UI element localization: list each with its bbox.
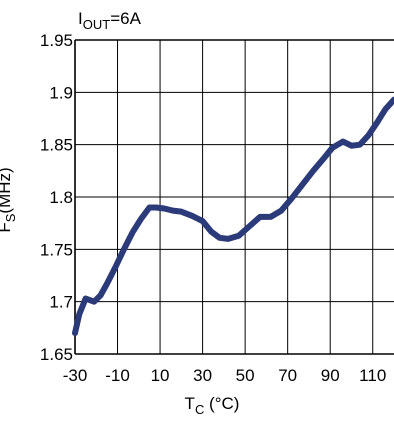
y-tick-label: 1.9 xyxy=(49,83,73,102)
y-axis-title: FS(MHz) xyxy=(0,167,18,232)
annotation-sub: OUT xyxy=(83,17,111,32)
x-tick-label: 30 xyxy=(193,366,212,385)
x-tick-labels: -30 -10 10 30 50 70 90 110 xyxy=(63,366,387,385)
series-line xyxy=(72,96,394,337)
x-tick-label: -10 xyxy=(105,366,130,385)
x-axis-title: TC (°C) xyxy=(185,394,240,417)
x-tick-label: -30 xyxy=(63,366,88,385)
y-axis-main: F xyxy=(0,222,14,232)
y-axis-sub: S xyxy=(3,213,18,222)
y-tick-label: 1.85 xyxy=(40,136,73,155)
annotation-label: IOUT=6A xyxy=(78,9,142,32)
x-tick-label: 50 xyxy=(236,366,255,385)
y-tick-label: 1.8 xyxy=(49,188,73,207)
y-tick-label: 1.65 xyxy=(40,345,73,364)
y-tick-label: 1.95 xyxy=(40,31,73,50)
annotation-suffix: =6A xyxy=(110,9,141,28)
x-axis-main: T xyxy=(185,394,195,413)
plot-frame xyxy=(74,39,394,355)
y-axis-suffix: (MHz) xyxy=(0,167,14,213)
x-tick-label: 110 xyxy=(359,366,386,385)
x-axis-suffix: (°C) xyxy=(204,394,239,413)
y-tick-label: 1.75 xyxy=(40,240,73,259)
x-tick-label: 90 xyxy=(321,366,340,385)
x-axis-sub: C xyxy=(195,402,204,417)
y-tick-label: 1.7 xyxy=(49,293,73,312)
x-tick-label: 10 xyxy=(151,366,170,385)
annotation-main: I xyxy=(78,9,83,28)
series-layer xyxy=(72,96,394,337)
x-tick-label: 70 xyxy=(278,366,297,385)
y-tick-labels: 1.65 1.7 1.75 1.8 1.85 1.9 1.95 xyxy=(40,31,73,364)
